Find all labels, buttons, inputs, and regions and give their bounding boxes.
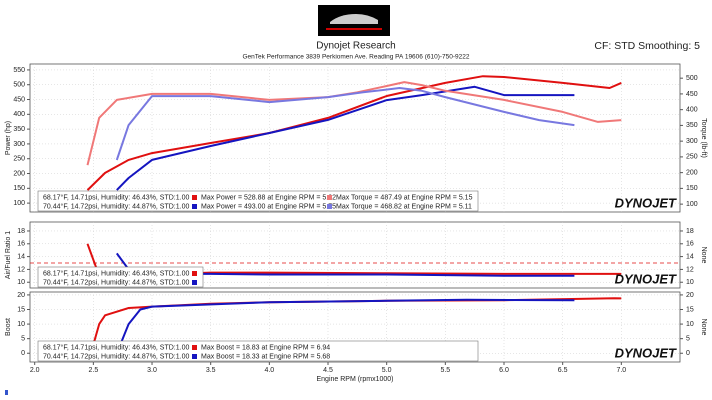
y-axis-label: Power (hp) [5,121,12,155]
y-tick-label: 550 [13,67,25,74]
y2-tick-label: 14 [686,253,694,260]
corner-mark [5,390,8,395]
legend-swatch [192,195,197,200]
legend-entry: Max Torque = 487.49 at Engine RPM = 5.15 [336,194,473,201]
y2-tick-label: 16 [686,241,694,248]
y-tick-label: 500 [13,82,25,89]
y-tick-label: 350 [13,126,25,133]
series-line [86,75,622,191]
x-tick-label: 2.0 [30,367,40,374]
legend-entry: Max Boost = 18.83 at Engine RPM = 6.94 [201,344,330,351]
series-line [86,81,622,166]
y-tick-label: 10 [17,321,25,328]
series-line [115,87,575,161]
header-settings: CF: STD Smoothing: 5 [594,40,700,52]
y2-tick-label: 300 [686,138,698,145]
y2-tick-label: 400 [686,107,698,114]
brand-logo: DYNOJET [615,345,677,360]
y2-tick-label: 450 [686,91,698,98]
logo [318,5,390,36]
brand-logo: DYNOJET [615,271,677,286]
y-tick-label: 5 [21,336,25,343]
y-tick-label: 450 [13,96,25,103]
y-tick-label: 10 [17,279,25,286]
y2-tick-label: 10 [686,279,694,286]
y-tick-label: 300 [13,141,25,148]
y-tick-label: 250 [13,156,25,163]
legend-box [37,340,479,362]
legend-conditions: 70.44°F, 14.72psi, Humidity: 44.87%, STD… [43,352,189,360]
x-tick-label: 3.5 [206,367,216,374]
logo-stripe [326,28,382,30]
legend-entry: Max Boost = 18.33 at Engine RPM = 5.68 [201,353,330,360]
y2-tick-label: 200 [686,169,698,176]
y2-tick-label: 100 [686,201,698,208]
y-tick-label: 100 [13,200,25,207]
legend-conditions: 68.17°F, 14.71psi, Humidity: 46.43%, STD… [43,193,189,201]
y-tick-label: 150 [13,185,25,192]
y2-axis-label: None [700,319,707,336]
y2-axis-label: None [700,247,707,264]
y2-tick-label: 350 [686,122,698,129]
series-line [116,85,575,191]
y2-tick-label: 12 [686,266,694,273]
x-axis-label: Engine RPM (rpmx1000) [316,376,393,383]
brand-logo: DYNOJET [615,195,677,210]
legend-conditions: 68.17°F, 14.71psi, Humidity: 46.43%, STD… [43,343,189,351]
y2-tick-label: 15 [686,306,694,313]
y2-tick-label: 10 [686,321,694,328]
y-tick-label: 12 [17,266,25,273]
legend-conditions: 70.44°F, 14.72psi, Humidity: 44.87%, STD… [43,278,189,286]
plot-area [29,63,681,213]
y2-tick-label: 250 [686,154,698,161]
y2-tick-label: 18 [686,228,694,235]
x-tick-label: 4.0 [264,367,274,374]
y-tick-label: 20 [17,292,25,299]
legend-entry: Max Power = 528.88 at Engine RPM = 5.82 [201,194,336,201]
legend-box [37,190,479,212]
legend-swatch [192,345,197,350]
legend-entry: Max Power = 493.00 at Engine RPM = 5.75 [201,203,336,210]
legend-swatch [192,204,197,209]
y-axis-label: Air/Fuel Ratio 1 [5,231,12,279]
y-tick-label: 200 [13,170,25,177]
y-tick-label: 18 [17,228,25,235]
header-subtitle: GenTek Performance 3839 Perkiomen Ave. R… [242,54,469,61]
legend-conditions: 68.17°F, 14.71psi, Humidity: 46.43%, STD… [43,269,189,277]
y2-tick-label: 0 [686,350,690,357]
y2-axis-label: Torque (lb-ft) [700,118,707,158]
legend-swatch [327,204,332,209]
series-line [115,298,575,354]
legend-swatch [192,280,197,285]
legend-box [37,266,204,288]
x-tick-label: 7.0 [616,367,626,374]
legend-conditions: 70.44°F, 14.72psi, Humidity: 44.87%, STD… [43,202,189,210]
x-tick-label: 5.0 [382,367,392,374]
y2-tick-label: 20 [686,292,694,299]
legend-swatch [192,354,197,359]
x-tick-label: 4.5 [323,367,333,374]
y-axis-label: Boost [5,318,12,336]
x-tick-label: 2.5 [88,367,98,374]
y-tick-label: 400 [13,111,25,118]
y2-tick-label: 150 [686,185,698,192]
y-tick-label: 14 [17,253,25,260]
x-tick-label: 5.5 [440,367,450,374]
legend-entry: Max Torque = 468.82 at Engine RPM = 5.11 [336,203,472,210]
x-tick-label: 6.0 [499,367,509,374]
legend-swatch [192,271,197,276]
x-tick-label: 6.5 [558,367,568,374]
y2-tick-label: 500 [686,75,698,82]
logo-car [330,14,378,24]
y2-tick-label: 5 [686,336,690,343]
y-tick-label: 16 [17,241,25,248]
legend-swatch [327,195,332,200]
y-tick-label: 15 [17,306,25,313]
y-tick-label: 0 [21,350,25,357]
header-title: Dynojet Research [316,41,395,52]
x-tick-label: 3.0 [147,367,157,374]
